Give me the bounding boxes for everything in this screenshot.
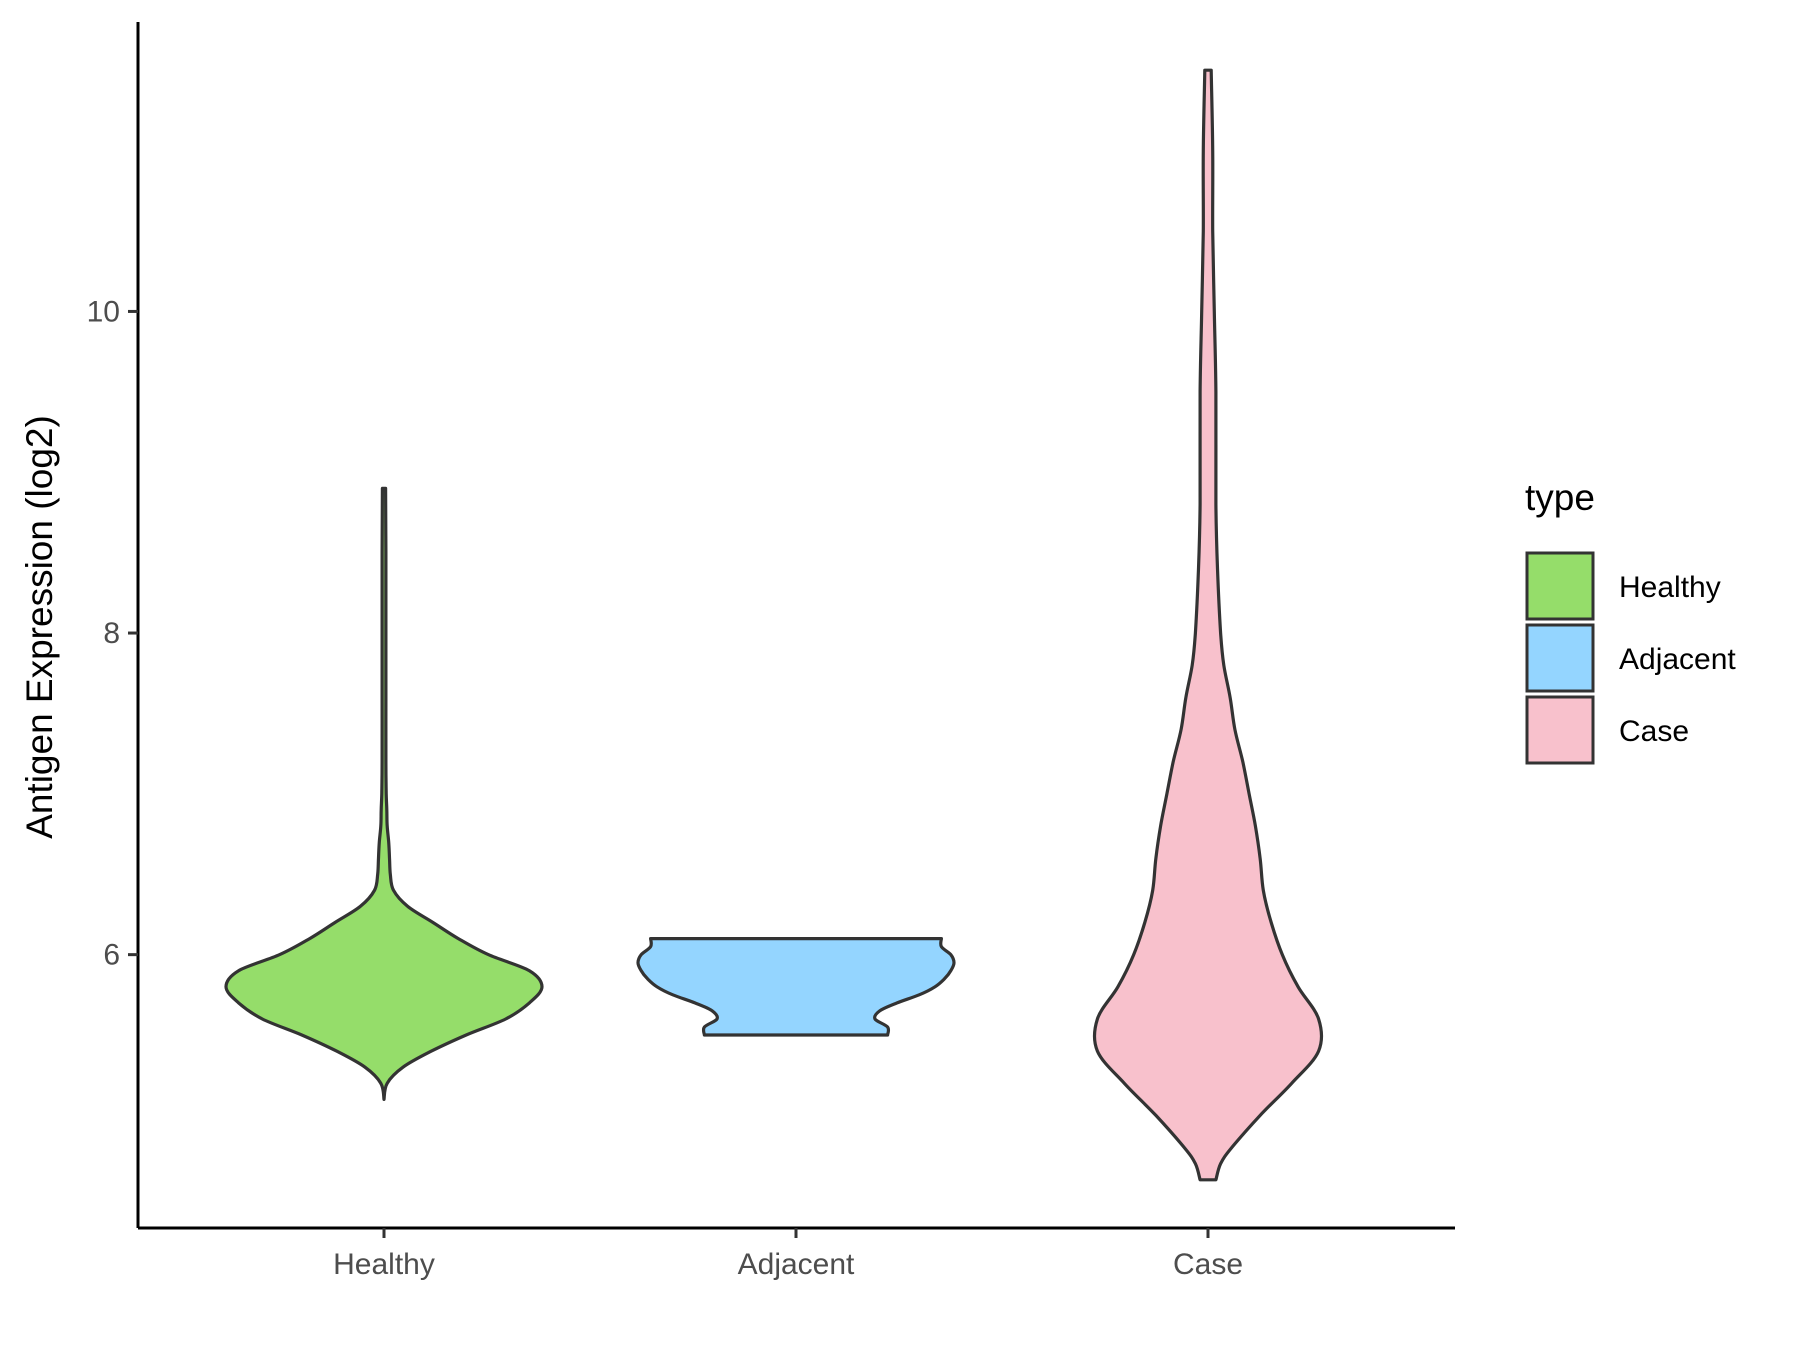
violin-healthy	[224, 486, 544, 1101]
x-tick-label-case: Case	[1173, 1248, 1243, 1281]
violin-case	[1092, 68, 1324, 1182]
legend: type Healthy Adjacent Case	[1525, 477, 1736, 765]
y-axis-title: Antigen Expression (log2)	[19, 415, 60, 839]
violin-adjacent	[636, 937, 956, 1037]
y-tick-label: 8	[103, 617, 120, 650]
x-tick-label-adjacent: Adjacent	[738, 1248, 855, 1281]
legend-label-healthy: Healthy	[1619, 571, 1721, 604]
legend-label-adjacent: Adjacent	[1619, 643, 1736, 676]
legend-title: type	[1525, 477, 1595, 518]
axes-layer: 6 8 10 Healthy Adjacent Case Antigen Expressio…	[19, 22, 1455, 1281]
legend-key-case	[1525, 695, 1595, 765]
legend-key-healthy	[1525, 551, 1595, 621]
legend-key-adjacent	[1525, 623, 1595, 693]
violin-layer	[224, 68, 1324, 1182]
legend-label-case: Case	[1619, 715, 1689, 748]
y-tick-label: 10	[87, 295, 120, 328]
x-tick-label-healthy: Healthy	[333, 1248, 435, 1281]
y-tick-label: 6	[103, 939, 120, 972]
